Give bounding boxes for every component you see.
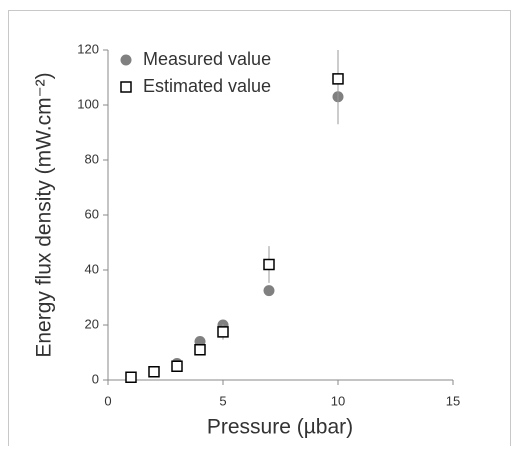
point	[194, 344, 206, 356]
legend-marker	[120, 54, 132, 66]
y-tick-label: 120	[77, 41, 99, 56]
point	[332, 73, 344, 85]
y-tick-label: 0	[92, 371, 99, 386]
x-tick-label: 15	[446, 393, 460, 408]
y-tick-label: 40	[85, 261, 99, 276]
x-tick-label: 0	[104, 393, 111, 408]
x-axis-title: Pressure (µbar)	[207, 416, 353, 439]
x-tick-label: 10	[331, 393, 345, 408]
legend-label: Measured value	[143, 49, 271, 69]
y-tick-label: 80	[85, 151, 99, 166]
y-tick-label: 60	[85, 206, 99, 221]
point	[263, 285, 275, 297]
point	[148, 366, 160, 378]
point	[125, 371, 137, 383]
legend-marker	[120, 81, 132, 93]
point	[217, 326, 229, 338]
point	[263, 258, 275, 271]
point	[171, 360, 183, 372]
y-tick-label: 20	[85, 316, 99, 331]
plot-area	[125, 50, 344, 383]
y-axis-title: Energy flux density (mW.cm⁻²)	[33, 72, 56, 357]
y-tick-label: 100	[77, 96, 99, 111]
legend-label: Estimated value	[143, 76, 271, 96]
x-tick-label: 5	[219, 393, 226, 408]
